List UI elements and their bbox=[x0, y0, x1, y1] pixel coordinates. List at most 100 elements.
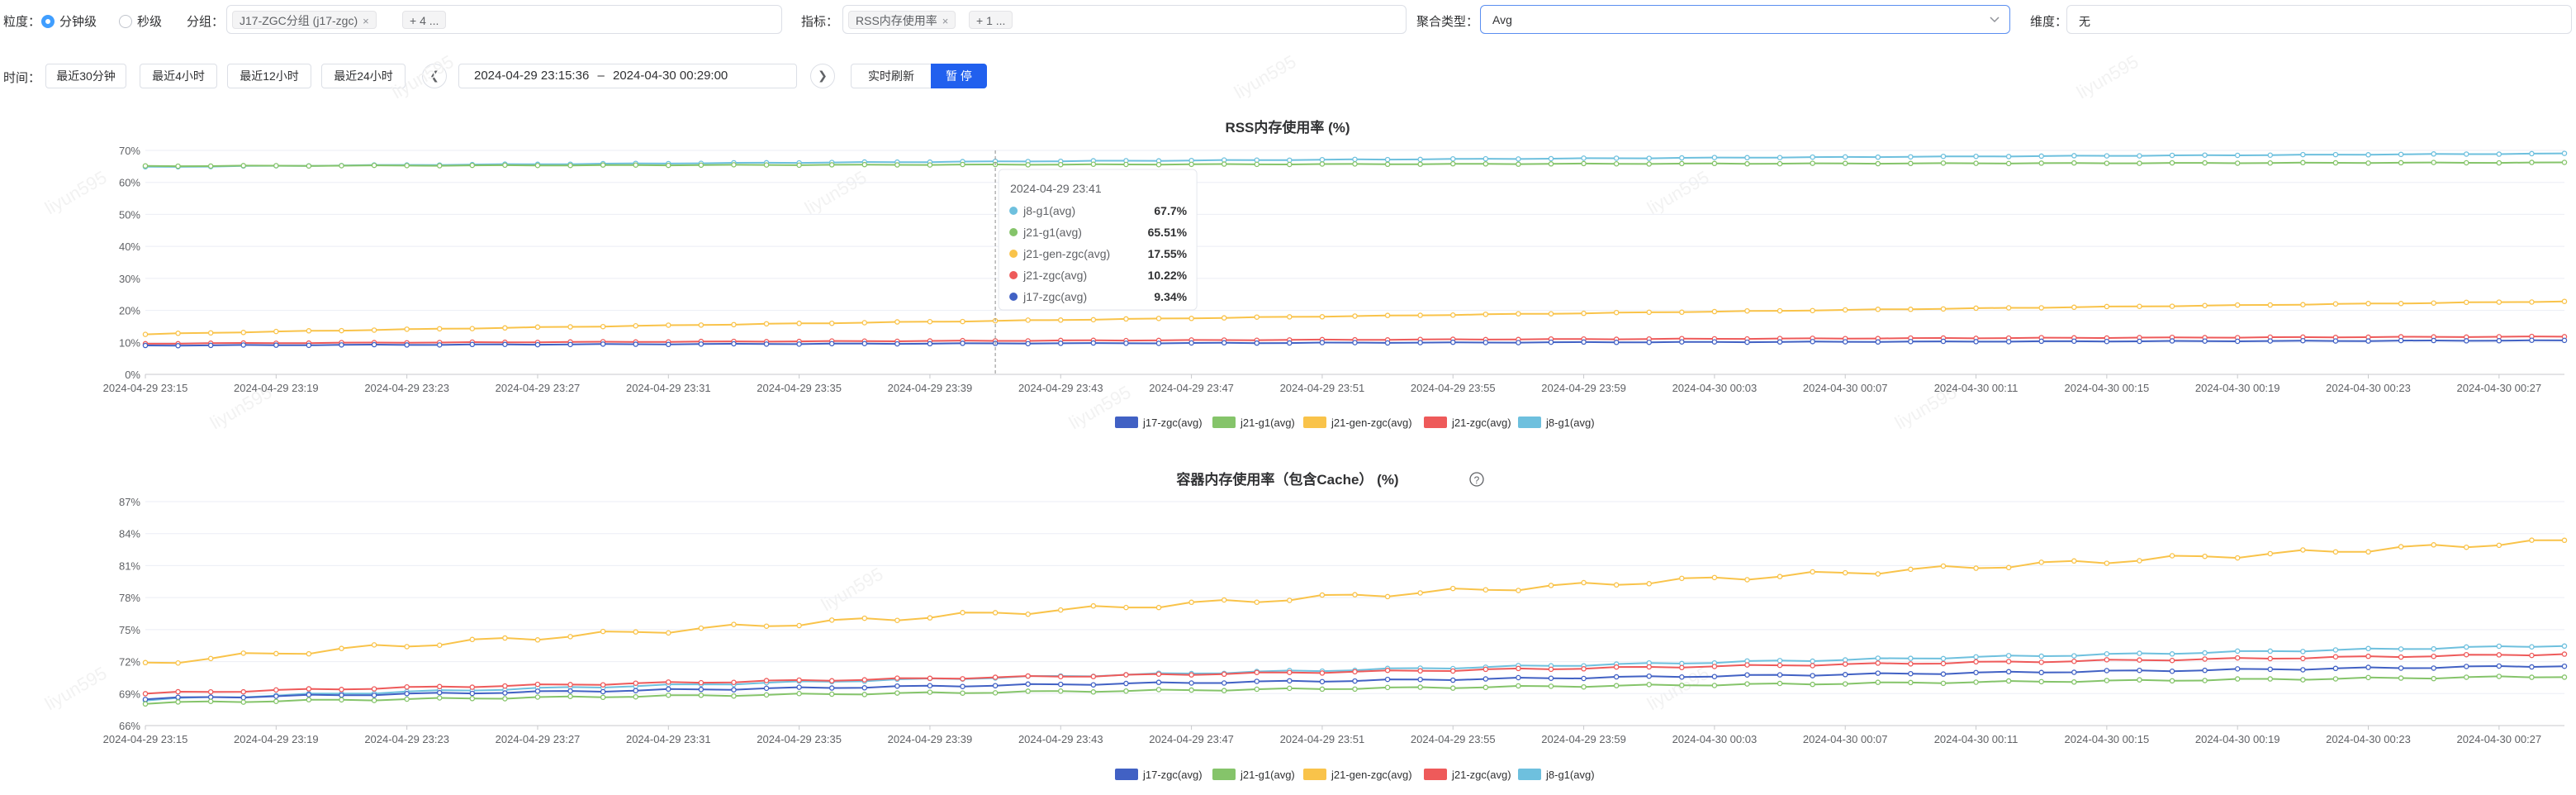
quick-24h-button[interactable]: 最近24小时 bbox=[321, 64, 406, 88]
watermark-text: liyun595 bbox=[388, 51, 457, 103]
quick-30m-button[interactable]: 最近30分钟 bbox=[45, 64, 126, 88]
data-point-j21-gen-zgc bbox=[2365, 301, 2371, 307]
y-tick-label: 87% bbox=[119, 496, 140, 508]
date-range-picker[interactable]: 2024-04-29 23:15:36 – 2024-04-30 00:29:0… bbox=[458, 64, 797, 88]
data-point-j21-zgc bbox=[1319, 670, 1326, 676]
radio-second[interactable]: 秒级 bbox=[119, 12, 162, 30]
data-point-j21-gen-zgc bbox=[273, 328, 279, 335]
data-point-j21-gen-zgc bbox=[1058, 607, 1064, 613]
agg-select[interactable]: Avg bbox=[1480, 5, 2010, 34]
radio-minute[interactable]: 分钟级 bbox=[41, 12, 97, 30]
data-point-j21-g1 bbox=[1254, 686, 1260, 693]
time-label: 时间： bbox=[3, 71, 41, 85]
data-point-j21-zgc bbox=[1548, 666, 1554, 673]
data-point-j21-g1 bbox=[894, 162, 900, 168]
data-point-j21-gen-zgc bbox=[763, 321, 770, 327]
metric-label: 指标： bbox=[801, 15, 839, 29]
x-tick-label: 2024-04-29 23:23 bbox=[364, 733, 449, 745]
data-point-j17-zgc bbox=[2464, 664, 2469, 669]
chart-title: RSS内存使用率 (%) bbox=[1225, 119, 1350, 136]
x-tick-label: 2024-04-29 23:43 bbox=[1018, 733, 1103, 745]
data-point-j8-g1 bbox=[2365, 152, 2371, 158]
data-point-j17-zgc bbox=[828, 340, 835, 347]
tag-close-icon[interactable]: × bbox=[363, 15, 369, 27]
data-point-j17-zgc bbox=[731, 687, 737, 693]
y-tick-label: 70% bbox=[119, 145, 140, 157]
y-tick-label: 0% bbox=[125, 369, 140, 381]
tooltip-dot-j8-g1 bbox=[1009, 207, 1018, 215]
data-point-j21-gen-zgc bbox=[2464, 299, 2469, 306]
quick-12h-button[interactable]: 最近12小时 bbox=[227, 64, 311, 88]
data-point-j21-gen-zgc bbox=[207, 330, 214, 336]
legend-swatch-j21-zgc bbox=[1424, 769, 1447, 780]
data-point-j17-zgc bbox=[469, 341, 476, 348]
data-point-j8-g1 bbox=[1908, 655, 1914, 661]
data-point-j21-g1 bbox=[927, 689, 933, 695]
data-point-j21-g1 bbox=[273, 163, 279, 169]
data-point-j17-zgc bbox=[2332, 338, 2339, 344]
data-point-j21-gen-zgc bbox=[2529, 299, 2535, 305]
data-point-j21-g1 bbox=[2529, 159, 2535, 165]
data-point-j21-g1 bbox=[927, 162, 933, 168]
data-point-j21-gen-zgc bbox=[240, 650, 246, 656]
tooltip-dot-j21-g1 bbox=[1009, 228, 1018, 236]
chart-title: 容器内存使用率（包含Cache） (%) bbox=[1176, 471, 1398, 488]
data-point-j21-zgc bbox=[894, 675, 900, 681]
next-range-button[interactable]: ❯ bbox=[810, 64, 835, 88]
data-point-j17-zgc bbox=[1058, 340, 1064, 346]
tag-close-icon[interactable]: × bbox=[942, 15, 949, 27]
data-point-j17-zgc bbox=[306, 342, 312, 349]
x-tick-label: 2024-04-29 23:19 bbox=[234, 733, 319, 745]
realtime-button[interactable]: 实时刷新 bbox=[851, 64, 932, 88]
data-point-j21-g1 bbox=[1123, 161, 1129, 168]
data-point-j8-g1 bbox=[2169, 152, 2175, 159]
legend-label-j21-gen-zgc: j21-gen-zgc(avg) bbox=[1331, 417, 1412, 429]
tooltip-dot-j17-zgc bbox=[1009, 293, 1018, 301]
data-point-j21-gen-zgc bbox=[1777, 307, 1783, 314]
data-point-j17-zgc bbox=[828, 685, 835, 691]
data-point-j21-g1 bbox=[1188, 161, 1194, 168]
data-point-j8-g1 bbox=[1875, 655, 1881, 661]
prev-range-button[interactable]: ❮ bbox=[422, 64, 447, 88]
data-point-j21-g1 bbox=[2234, 160, 2241, 166]
pause-button[interactable]: 暂 停 bbox=[931, 64, 987, 88]
chevron-right-icon: ❯ bbox=[818, 69, 828, 82]
data-point-j17-zgc bbox=[2038, 338, 2044, 345]
data-point-j17-zgc bbox=[273, 342, 279, 348]
data-point-j8-g1 bbox=[2137, 650, 2142, 656]
data-point-j17-zgc bbox=[698, 341, 704, 347]
data-point-j21-g1 bbox=[1287, 161, 1293, 168]
data-point-j17-zgc bbox=[1842, 672, 1848, 678]
x-tick-label: 2024-04-30 00:15 bbox=[2065, 733, 2150, 745]
data-point-j21-gen-zgc bbox=[240, 330, 246, 336]
data-point-j21-g1 bbox=[992, 690, 999, 696]
data-point-j17-zgc bbox=[207, 694, 214, 700]
data-point-j21-zgc bbox=[2529, 652, 2535, 659]
data-point-j17-zgc bbox=[1221, 340, 1227, 346]
data-point-j21-gen-zgc bbox=[436, 642, 443, 649]
data-point-j21-zgc bbox=[666, 679, 671, 685]
data-point-j21-zgc bbox=[2234, 655, 2241, 661]
data-point-j21-g1 bbox=[1711, 160, 1718, 167]
data-point-j21-g1 bbox=[339, 697, 344, 703]
data-point-j21-gen-zgc bbox=[1744, 307, 1750, 314]
data-point-j21-g1 bbox=[175, 699, 181, 705]
quick-4h-button[interactable]: 最近4小时 bbox=[140, 64, 217, 88]
chevron-down-icon bbox=[1990, 17, 2000, 23]
data-point-j21-gen-zgc bbox=[1516, 311, 1521, 317]
data-point-j21-gen-zgc bbox=[2300, 302, 2306, 307]
data-point-j21-zgc bbox=[1744, 662, 1750, 668]
group-select[interactable]: J17-ZGC分组 (j17-zgc) × + 4 ... bbox=[226, 5, 782, 34]
watermark-text: liyun595 bbox=[2073, 51, 2142, 103]
tooltip-series-name: j21-gen-zgc(avg) bbox=[1022, 247, 1110, 260]
data-point-j21-gen-zgc bbox=[992, 610, 999, 616]
data-point-j21-gen-zgc bbox=[306, 328, 312, 334]
metric-select[interactable]: RSS内存使用率 × + 1 ... bbox=[842, 5, 1407, 34]
data-point-j21-zgc bbox=[2496, 652, 2502, 658]
data-point-j21-g1 bbox=[273, 698, 279, 704]
dim-select[interactable]: 无 bbox=[2066, 5, 2572, 34]
data-point-j17-zgc bbox=[2431, 337, 2436, 344]
data-point-j17-zgc bbox=[1548, 339, 1554, 345]
data-point-j21-g1 bbox=[763, 692, 770, 698]
data-point-j21-g1 bbox=[306, 163, 312, 169]
